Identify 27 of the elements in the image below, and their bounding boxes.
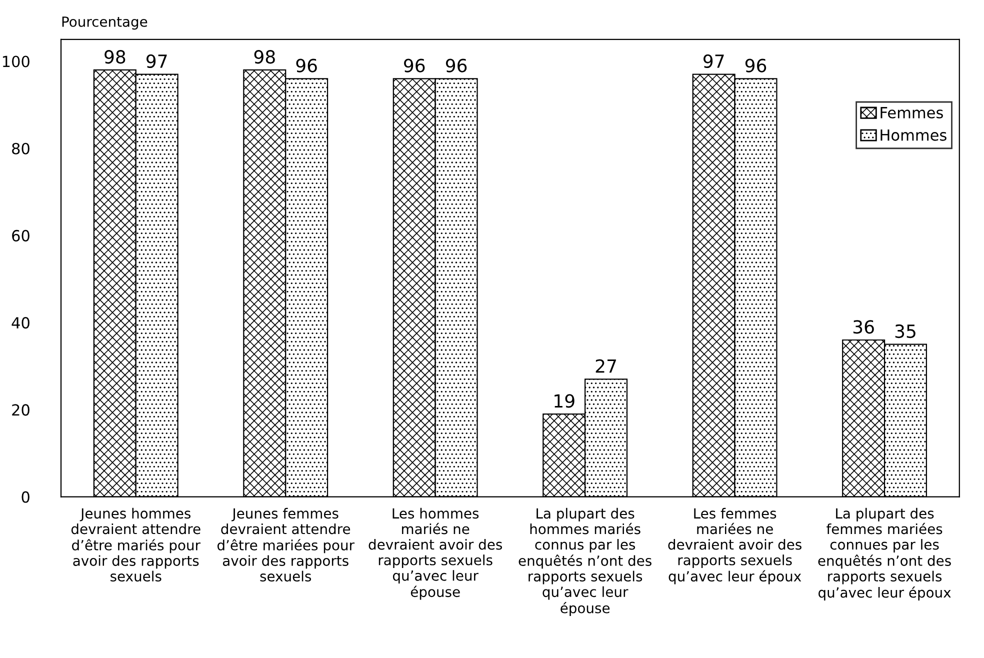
data-label: 19: [554, 394, 574, 408]
x-tick-label: Jeunes femmes devraient attendre d’être mariées pour avoir des rapports sexuels: [217, 508, 354, 582]
data-label: 27: [596, 359, 616, 373]
y-tick-label: 100: [2, 56, 30, 68]
y-tick-label: 60: [12, 230, 30, 242]
x-tick-label: La plupart des hommes mariés connus par les enquêtés n’ont des rapports sexuels qu’avec leur épouse: [518, 508, 652, 616]
y-tick-label: 40: [12, 317, 30, 329]
legend-label: Femmes: [880, 107, 943, 118]
y-tick-label: 80: [12, 142, 30, 154]
data-label: 98: [104, 50, 126, 64]
x-tick-label: Les hommes mariés ne devraient avoir des rapports sexuels qu’avec leur épouse: [368, 508, 502, 600]
data-label: 96: [745, 58, 766, 72]
x-tick-label: Jeunes hommes devraient attendre d’être mariés pour avoir des rapports sexuels: [71, 508, 200, 582]
y-tick-label: 20: [12, 404, 30, 416]
x-tick-label: Les femmes mariées ne devraient avoir des rapports sexuels qu’avec leur époux: [668, 508, 802, 584]
data-label: 97: [146, 54, 167, 68]
data-label: 96: [296, 58, 317, 72]
data-label: 35: [895, 324, 916, 338]
y-tick-label: 0: [22, 491, 30, 503]
x-tick-label: La plupart des femmes mariées connues par les enquêtés n’ont des rapports sexuels qu’avec leur époux: [818, 508, 951, 600]
data-label: 96: [404, 58, 425, 72]
data-label: 97: [703, 54, 724, 68]
data-label: 98: [254, 50, 275, 64]
legend-label: Hommes: [880, 129, 946, 141]
y-axis-title: Pourcentage: [62, 16, 148, 30]
data-label: 36: [853, 320, 874, 334]
data-label: 96: [446, 58, 467, 72]
